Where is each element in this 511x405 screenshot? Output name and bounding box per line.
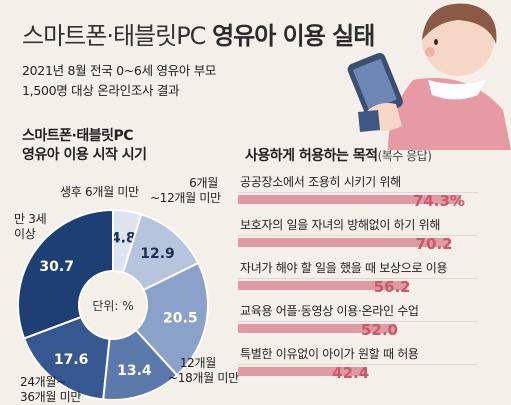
pie-outer-label-12to18m-l1: 12개월: [179, 356, 216, 370]
pie-value-label-under6m: 4.8: [111, 230, 136, 246]
pie-outer-label-3y-l2: 이상: [14, 227, 36, 241]
pie-unit-label: 단위: %: [92, 299, 133, 313]
bar-4-label: 교육용 어플·동영상 이용·온라인 수업: [240, 304, 419, 318]
bar-2-value: 70.2: [415, 235, 453, 253]
pie-value-label-24to36m: 17.6: [54, 352, 89, 368]
title-bold: 영유아 이용 실태: [212, 22, 375, 50]
bar-2-label: 보호자의 일을 자녀의 방해없이 하기 위해: [240, 218, 441, 232]
bar-1: [238, 195, 461, 204]
pie-outer-label-24to36m-l2: 36개월 미만: [20, 390, 82, 404]
bar-2-divider: [238, 235, 478, 236]
bar-2: [238, 238, 449, 247]
pie-outer-label-24to36m-l1: 24개월~: [20, 375, 66, 389]
pie-outer-label-6to12m-l1: 6개월: [189, 176, 218, 190]
pie-title-line-1: 스마트폰·태블릿PC: [22, 128, 134, 144]
bar-5-value: 42.4: [332, 364, 370, 382]
subtitle-line-1: 2021년 8월 전국 0~6세 영유아 부모: [22, 63, 217, 78]
child-collar: [428, 80, 486, 100]
child-cheek: [425, 47, 435, 57]
bar-1-value: 74.3%: [412, 192, 465, 210]
pie-outer-label-12to18m: 12개월 ~18개월 미만: [168, 356, 239, 386]
pie-value-label-3y: 30.7: [39, 259, 74, 275]
bar-4: [238, 324, 394, 333]
pie-outer-label-3y: 만 3세 이상: [14, 212, 47, 242]
bar-3-label: 자녀가 해야 할 일을 했을 때 보상으로 이용: [240, 261, 448, 275]
child-hair: [422, 3, 497, 44]
bar-1-label: 공공장소에서 조용히 시키기 위해: [240, 175, 401, 189]
bar-3-divider: [238, 278, 478, 279]
bar-4-value: 52.0: [360, 321, 398, 339]
bar-3: [238, 281, 407, 290]
bar-4-divider: [238, 321, 478, 322]
pie-value-label-18to24m: 20.5: [163, 311, 198, 327]
child-sleeve: [358, 110, 380, 132]
page-title: 스마트폰·태블릿PC 영유아 이용 실태: [22, 16, 375, 51]
bar-5-label: 특별한 이유없이 아이가 원할 때 허용: [240, 347, 419, 361]
subtitle-line-2: 1,500명 대상 온라인조사 결과: [22, 83, 180, 98]
pie-title-line-2: 영유아 이용 시작 시기: [22, 147, 147, 163]
bar-5-divider: [238, 364, 478, 365]
pie-outer-label-12to18m-l2: ~18개월 미만: [168, 371, 239, 385]
bar-chart-title: 사용하게 허용하는 목적(복수 응답): [245, 145, 432, 165]
bar-3-value: 56.2: [373, 278, 411, 296]
child-phone-illustration: [347, 3, 511, 150]
pie-value-label-12to18m: 13.4: [117, 363, 152, 379]
bar-title-text: 사용하게 허용하는 목적: [245, 148, 378, 164]
pie-slice-3y: [17, 208, 114, 340]
phone-icon: [347, 52, 403, 119]
pie-outer-label-6to12m: 6개월 ~12개월 미만: [150, 176, 221, 206]
pie-slice-18to24m: [134, 261, 209, 377]
bar-1-divider: [238, 192, 478, 193]
pie-outer-label-6to12m-l2: ~12개월 미만: [150, 191, 221, 205]
pie-outer-label-3y-l1: 만 3세: [14, 212, 47, 226]
bar-5: [238, 367, 366, 376]
pie-chart: 4.812.9 20.5 13.4 17.6 30.7 단위: %: [17, 208, 209, 400]
pie-value-label-6to12m: 12.9: [140, 246, 175, 262]
bar-title-note: (복수 응답): [377, 149, 432, 163]
pie-slice-24to36m: [22, 315, 111, 400]
pie-outer-label-under6m: 생후 6개월 미만: [60, 185, 139, 199]
child-eye: [434, 39, 438, 45]
title-light: 스마트폰·태블릿PC: [22, 22, 213, 50]
child-dress: [388, 78, 511, 150]
pie-outer-label-24to36m: 24개월~ 36개월 미만: [20, 375, 81, 405]
